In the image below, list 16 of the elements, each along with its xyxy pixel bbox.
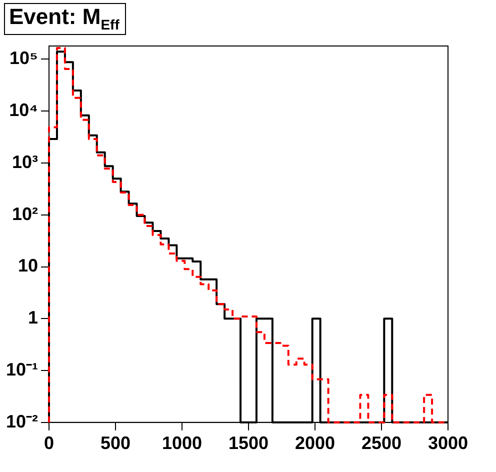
y-tick-label: 10⁻²	[6, 411, 38, 432]
y-tick-label: 10³	[12, 152, 38, 172]
y-tick-label: 10	[18, 256, 38, 276]
x-tick-label: 0	[44, 433, 54, 454]
x-tick-label: 2000	[294, 433, 336, 454]
y-tick-label: 10⁻¹	[6, 359, 38, 380]
y-tick-label: 10⁴	[9, 100, 38, 120]
x-tick-label: 2500	[361, 433, 402, 454]
y-tick-label: 1	[28, 308, 38, 328]
y-tick-label: 10²	[12, 204, 38, 224]
chart-title: Event: M$_{Eff}$	[4, 3, 126, 36]
y-tick-label: 10⁵	[10, 48, 38, 68]
x-tick-label: 1000	[162, 433, 202, 454]
x-tick-label: 3000	[428, 433, 468, 454]
x-tick-label: 1500	[228, 433, 269, 454]
x-tick-label: 500	[100, 433, 131, 454]
